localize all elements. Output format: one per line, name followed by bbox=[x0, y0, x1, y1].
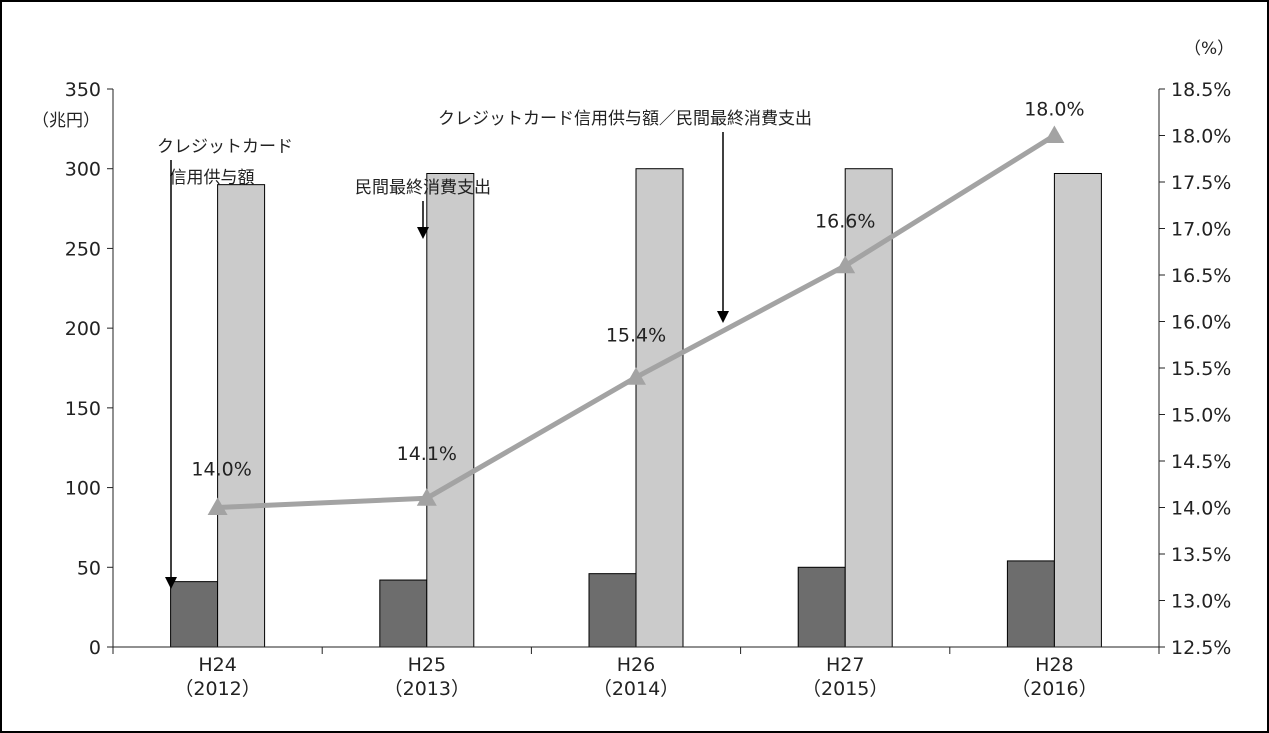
right-tick-label-0: 12.5% bbox=[1171, 637, 1231, 659]
x-tick-label-line: H24 bbox=[198, 654, 236, 676]
x-tick-label-line: H25 bbox=[408, 654, 446, 676]
x-tick-label-4: H28 （2016） bbox=[1011, 654, 1097, 700]
x-tick-label-line: H27 bbox=[826, 654, 864, 676]
annotation-credit-line2: 信用供与額 bbox=[170, 168, 255, 188]
right-tick-label-7: 16.0% bbox=[1171, 312, 1231, 334]
x-tick-label-line: （2014） bbox=[593, 678, 679, 700]
ratio-point-4 bbox=[1044, 125, 1065, 143]
ratio-data-label-0: 14.0% bbox=[191, 459, 251, 481]
ratio-data-label-1: 14.1% bbox=[397, 443, 457, 465]
left-tick-label-6: 300 bbox=[65, 159, 101, 181]
annotation-credit-line1: クレジットカード bbox=[157, 137, 293, 157]
x-tick-label-3: H27 （2015） bbox=[802, 654, 888, 700]
axes-layer: 0 50 100 150 200 250 300 350 12.5% 13.0% 13.5% 14.0… bbox=[32, 39, 1234, 700]
right-tick-label-8: 16.5% bbox=[1171, 265, 1231, 287]
credit-bar-0 bbox=[170, 581, 219, 648]
right-tick-label-9: 17.0% bbox=[1171, 219, 1231, 241]
annotation-consumption-arrow-head bbox=[417, 227, 429, 239]
annotation-credit-arrow-head bbox=[165, 577, 177, 589]
x-tick-label-1: H25 （2013） bbox=[384, 654, 470, 700]
consumption-bar-2 bbox=[635, 168, 684, 648]
x-tick-label-2: H26 （2014） bbox=[593, 654, 679, 700]
x-tick-label-line: H28 bbox=[1035, 654, 1073, 676]
consumption-bar-1 bbox=[426, 172, 475, 648]
right-tick-label-11: 18.0% bbox=[1171, 126, 1231, 148]
right-tick-label-3: 14.0% bbox=[1171, 498, 1231, 520]
annotation-consumption: 民間最終消費支出 bbox=[355, 178, 491, 198]
bars-layer bbox=[170, 168, 1102, 648]
line-layer bbox=[207, 125, 1065, 515]
credit-bar-1 bbox=[379, 579, 428, 648]
x-tick-label-line: H26 bbox=[617, 654, 655, 676]
ratio-data-label-2: 15.4% bbox=[606, 324, 666, 346]
x-tick-label-0: H24 （2012） bbox=[174, 654, 260, 700]
ratio-point-2 bbox=[626, 367, 646, 385]
credit-bar-4 bbox=[1006, 560, 1055, 648]
labels-layer: 14.0% 14.1% 15.4% 16.6% 18.0% bbox=[191, 99, 1084, 481]
annotation-ratio: クレジットカード信用供与額／民間最終消費支出 bbox=[438, 109, 812, 129]
right-tick-label-12: 18.5% bbox=[1171, 79, 1231, 101]
ratio-point-3 bbox=[835, 255, 856, 274]
ratio-point-1 bbox=[416, 488, 437, 506]
credit-bar-3 bbox=[797, 566, 846, 648]
ratio-point-0 bbox=[207, 497, 228, 515]
left-tick-label-7: 350 bbox=[65, 79, 101, 101]
x-tick-label-line: （2012） bbox=[174, 678, 260, 700]
ratio-data-label-4: 18.0% bbox=[1024, 99, 1084, 121]
x-tick-label-line: （2016） bbox=[1011, 678, 1097, 700]
ratio-data-label-3: 16.6% bbox=[815, 211, 875, 233]
right-axis-unit: （%） bbox=[1184, 39, 1234, 59]
right-tick-label-6: 15.5% bbox=[1171, 358, 1231, 380]
annotation-ratio-arrow-head bbox=[717, 311, 729, 323]
x-tick-label-line: （2013） bbox=[384, 678, 470, 700]
left-tick-label-5: 250 bbox=[65, 238, 101, 260]
x-tick-label-line: （2015） bbox=[802, 678, 888, 700]
right-tick-label-2: 13.5% bbox=[1171, 544, 1231, 566]
right-tick-label-5: 15.0% bbox=[1171, 405, 1231, 427]
left-tick-label-2: 100 bbox=[65, 478, 101, 500]
left-axis-unit: （兆円） bbox=[32, 111, 100, 131]
consumption-bar-4 bbox=[1053, 172, 1102, 648]
left-tick-label-4: 200 bbox=[65, 318, 101, 340]
annotations-layer: クレジットカード信用供与額民間最終消費支出 クレジットカード信用供与額／民間最終消… bbox=[157, 109, 812, 589]
left-tick-label-1: 50 bbox=[77, 557, 101, 579]
credit-bar-2 bbox=[588, 573, 637, 648]
left-tick-label-3: 150 bbox=[65, 398, 101, 420]
right-tick-label-10: 17.5% bbox=[1171, 172, 1231, 194]
consumption-bar-0 bbox=[217, 184, 266, 648]
right-tick-label-1: 13.0% bbox=[1171, 591, 1231, 613]
right-tick-label-4: 14.5% bbox=[1171, 451, 1231, 473]
left-tick-label-0: 0 bbox=[89, 637, 101, 659]
